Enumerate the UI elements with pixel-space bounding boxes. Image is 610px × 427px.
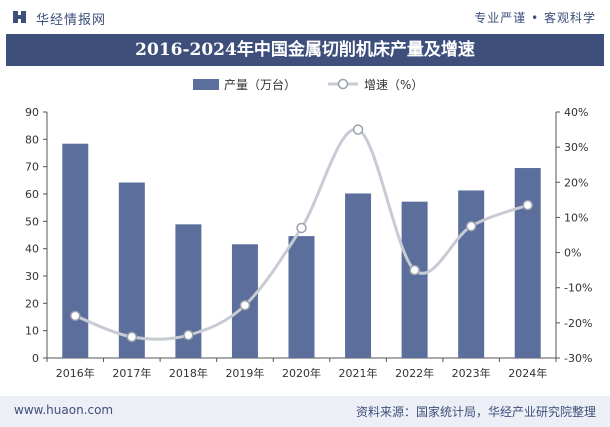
bar (514, 168, 541, 358)
bar (401, 201, 428, 358)
legend-line-label: 增速（%） (364, 78, 423, 92)
brand-name: 华经情报网 (36, 13, 107, 28)
growth-point (352, 124, 364, 135)
y-right-tick-label: -30% (564, 352, 592, 365)
logo-icon (13, 11, 26, 23)
y-right-tick-label: -20% (564, 317, 592, 330)
x-tick-label: 2023年 (452, 366, 491, 380)
bar (62, 143, 89, 358)
growth-point (296, 222, 307, 234)
legend-bar-swatch (193, 79, 219, 90)
growth-point (409, 264, 420, 276)
slogan: 专业严谨 • 客观科学 (474, 11, 596, 25)
y-right-tick-label: 0% (564, 247, 581, 260)
growth-line (74, 127, 529, 341)
y-left-tick-label: 90 (25, 106, 39, 119)
chart: 0 10 20 30 40 50 60 70 80 90 -30% -20% -10% 0% 10% 20% 3… (25, 77, 592, 380)
y-left-tick-label: 0 (32, 352, 39, 365)
x-tick-label: 2021年 (339, 366, 378, 380)
x-tick-label: 2019年 (225, 366, 264, 380)
y-left-tick-label: 70 (25, 161, 39, 174)
x-tick-label: 2020年 (282, 366, 321, 380)
chart-title: 2016-2024年中国金属切削机床产量及增速 (6, 34, 604, 66)
y-left-tick-label: 30 (25, 270, 39, 283)
top-bar: 华经情报网 专业严谨 • 客观科学 (0, 0, 610, 34)
y-right-tick-label: 10% (564, 211, 588, 224)
y-left-tick-label: 40 (25, 243, 39, 256)
bar (118, 182, 145, 358)
y-left-tick-label: 20 (25, 297, 39, 310)
x-tick-label: 2018年 (169, 366, 208, 380)
growth-point (126, 331, 138, 343)
legend-line-marker (337, 78, 349, 90)
legend-bar-label: 产量（万台） (224, 77, 296, 92)
y-right-tick-label: 30% (564, 141, 588, 154)
y-right-tick-label: -10% (564, 282, 592, 295)
y-left-tick-label: 80 (25, 133, 39, 146)
data-source: 资料来源：国家统计局，华经产业研究院整理 (355, 405, 596, 419)
y-left-tick-label: 10 (25, 325, 39, 338)
x-tick-label: 2016年 (56, 366, 95, 380)
site-url: www.huaon.com (14, 403, 114, 417)
bar (288, 236, 315, 358)
y-left-tick-label: 50 (25, 215, 39, 228)
footer: www.huaon.com 资料来源：国家统计局，华经产业研究院整理 (0, 396, 610, 427)
x-tick-label: 2017年 (112, 366, 151, 380)
growth-point (183, 329, 194, 341)
bar (458, 190, 485, 358)
x-tick-label: 2022年 (395, 366, 434, 380)
y-right-tick-label: 40% (564, 106, 588, 119)
growth-point (70, 310, 81, 322)
y-right-tick-label: 20% (564, 176, 588, 189)
y-left-tick-label: 60 (25, 188, 39, 201)
x-tick-label: 2024年 (508, 366, 547, 380)
growth-point (465, 220, 477, 232)
growth-point (239, 300, 251, 311)
growth-point (522, 199, 533, 211)
bar (345, 193, 372, 358)
